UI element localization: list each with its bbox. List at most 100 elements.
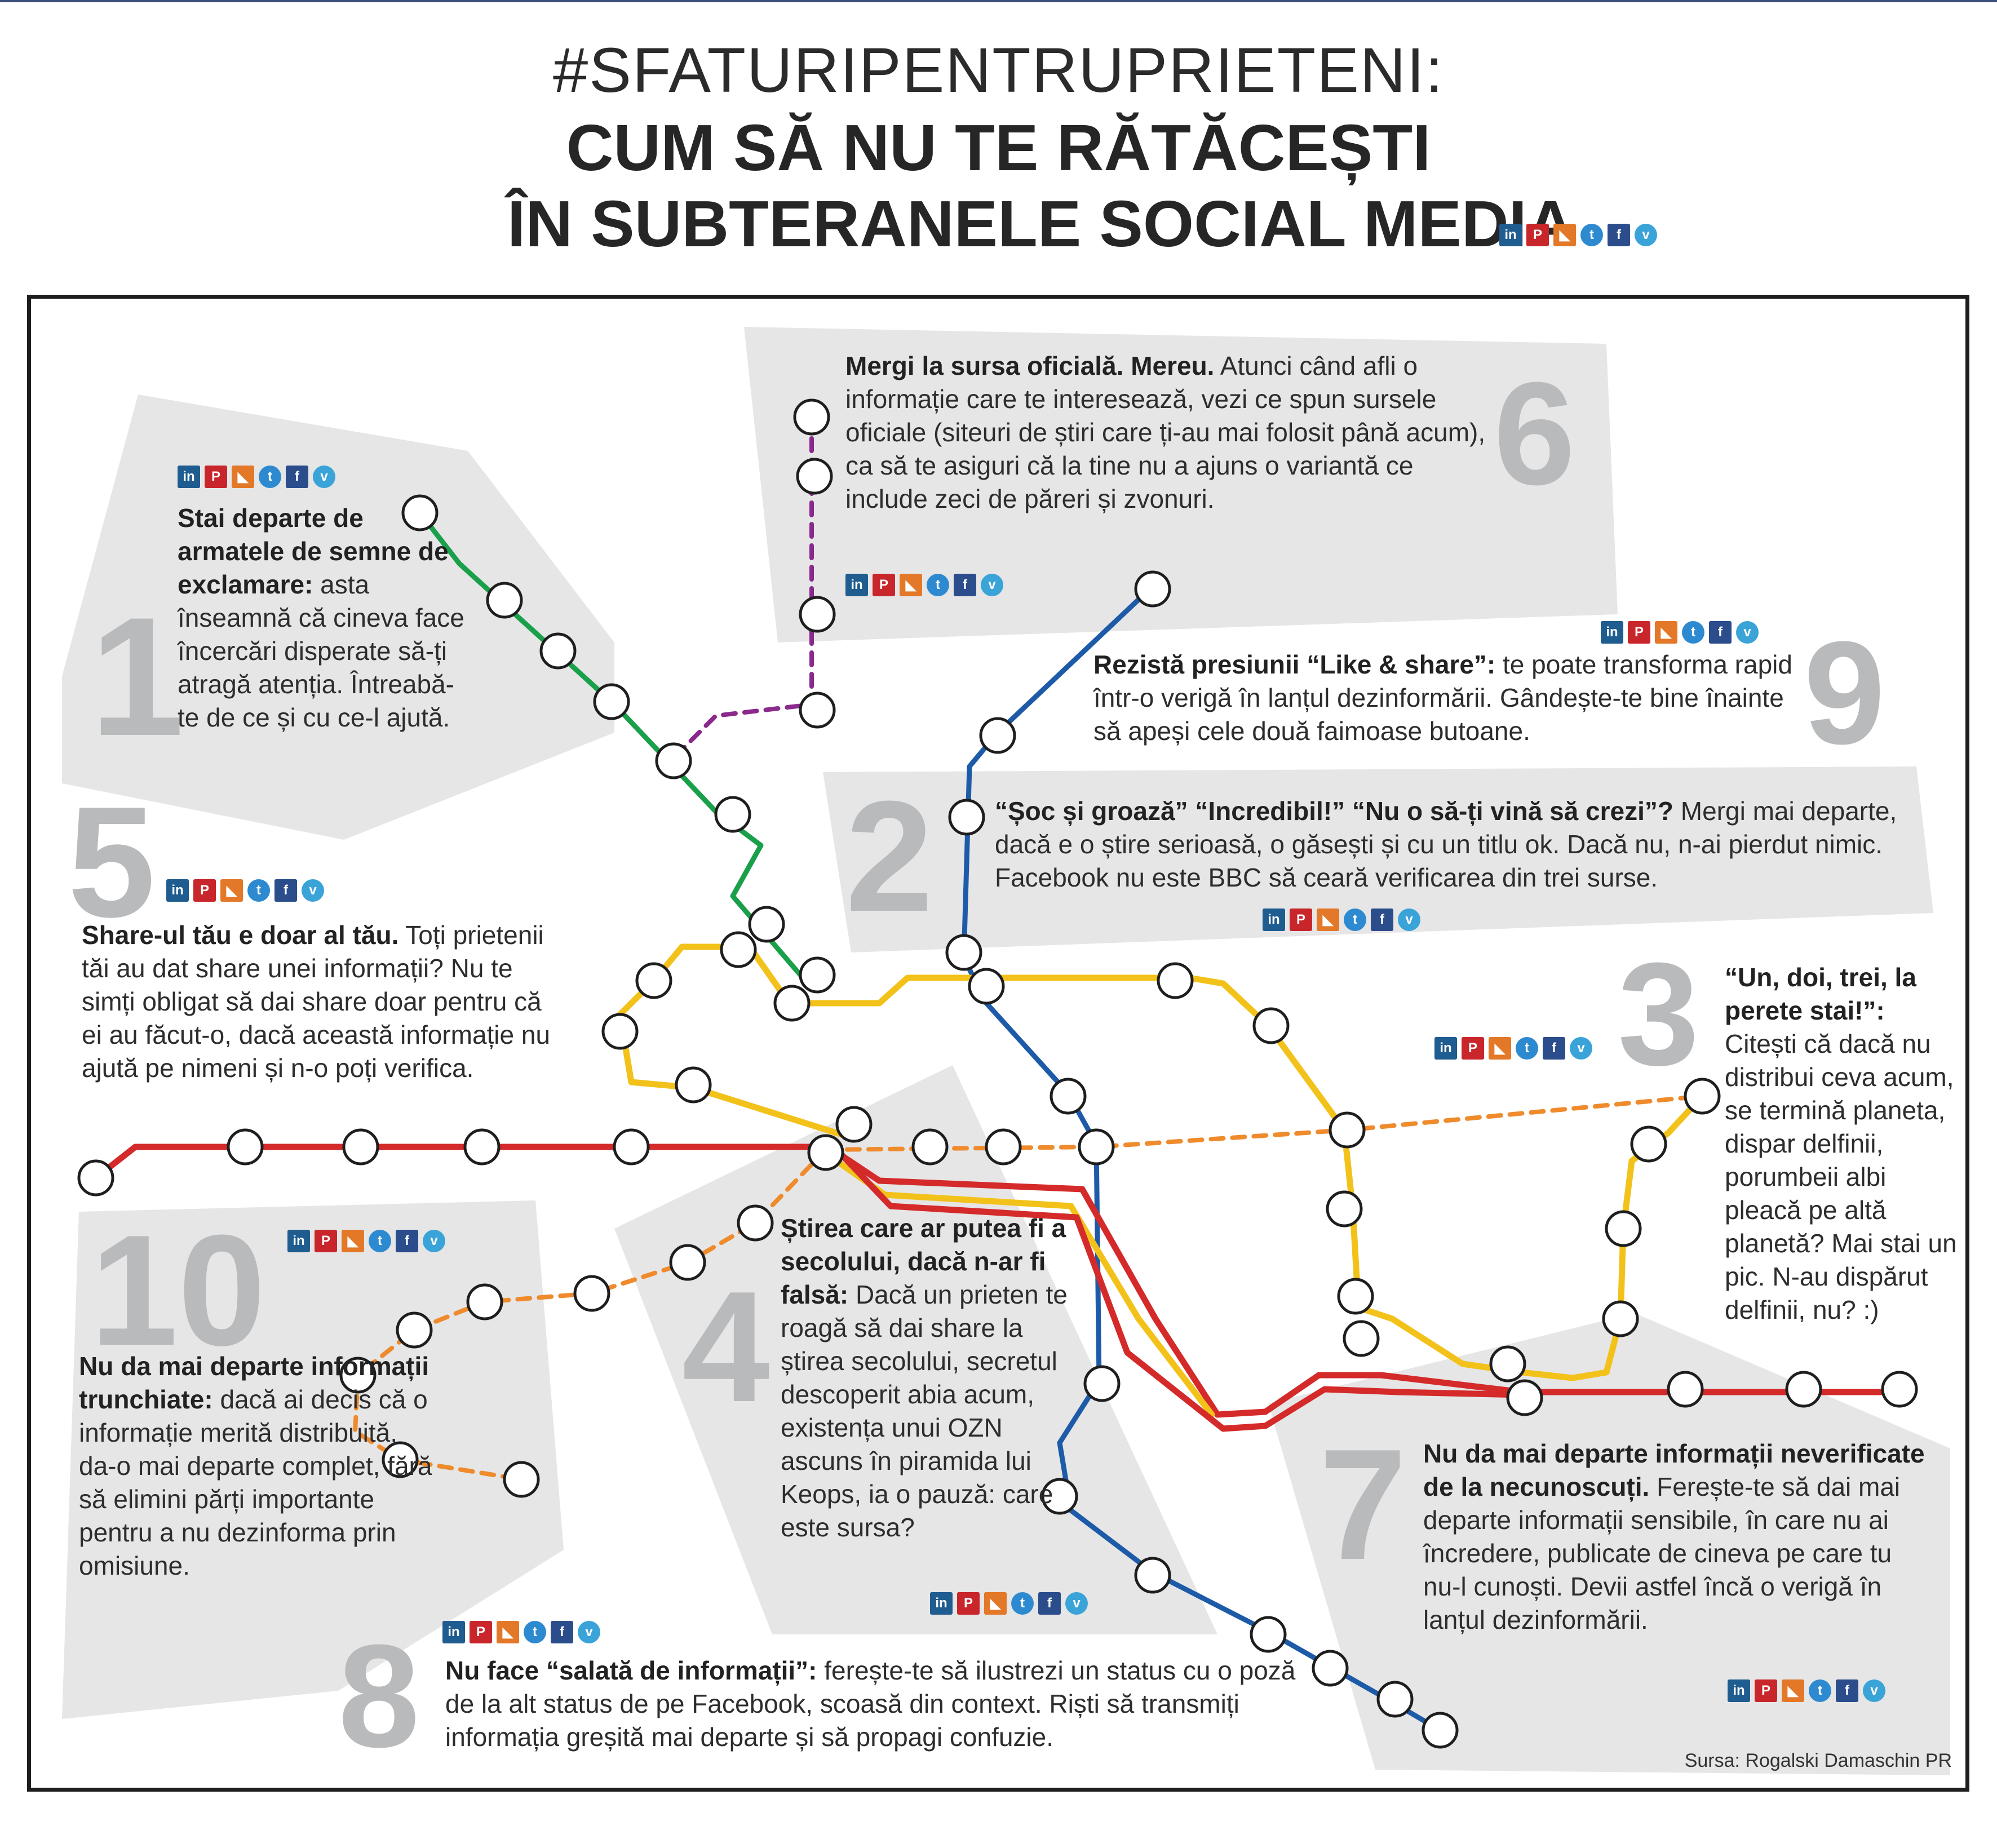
linkedin-icon[interactable]: in xyxy=(287,1230,310,1252)
linkedin-icon[interactable]: in xyxy=(1434,1037,1457,1060)
pinterest-icon[interactable]: P xyxy=(1290,909,1312,931)
tip-8-social-icons: in P ◣ t f v xyxy=(442,1621,600,1643)
facebook-icon[interactable]: f xyxy=(954,574,976,596)
facebook-icon[interactable]: f xyxy=(551,1621,573,1643)
pinterest-icon[interactable]: P xyxy=(1462,1037,1484,1060)
station xyxy=(463,1128,501,1165)
station xyxy=(1667,1371,1704,1408)
twitter-icon[interactable]: t xyxy=(1682,621,1704,644)
tip-1-social-icons: in P ◣ t f v xyxy=(178,466,335,488)
twitter-icon[interactable]: t xyxy=(1344,909,1366,931)
linkedin-icon[interactable]: in xyxy=(1601,621,1623,644)
rss-icon[interactable]: ◣ xyxy=(220,879,243,902)
linkedin-icon[interactable]: in xyxy=(1263,909,1285,931)
linkedin-icon[interactable]: in xyxy=(1728,1679,1750,1702)
tip-7-body: Ferește-te să dai mai departe informații… xyxy=(1423,1472,1901,1634)
facebook-icon[interactable]: f xyxy=(1543,1037,1565,1060)
twitter-icon[interactable]: t xyxy=(927,574,949,596)
vimeo-icon[interactable]: v xyxy=(1863,1679,1885,1702)
station xyxy=(1376,1681,1414,1718)
pinterest-icon[interactable]: P xyxy=(315,1230,337,1252)
vimeo-icon[interactable]: v xyxy=(981,574,1003,596)
linkedin-icon[interactable]: in xyxy=(442,1621,465,1643)
rss-icon[interactable]: ◣ xyxy=(1317,909,1339,931)
pinterest-icon[interactable]: P xyxy=(873,574,895,596)
twitter-icon[interactable]: t xyxy=(1580,224,1603,246)
station xyxy=(396,1311,433,1349)
tip-number-5: 5 xyxy=(68,774,156,950)
station xyxy=(1881,1371,1918,1408)
rss-icon[interactable]: ◣ xyxy=(1782,1679,1804,1702)
pinterest-icon[interactable]: P xyxy=(957,1592,980,1615)
linkedin-icon[interactable]: in xyxy=(166,879,189,902)
rss-icon[interactable]: ◣ xyxy=(342,1230,364,1252)
station xyxy=(945,934,982,971)
pinterest-icon[interactable]: P xyxy=(1628,621,1650,644)
facebook-icon[interactable]: f xyxy=(274,879,297,902)
tip-5-heading: Share-ul tău e doar al tău. xyxy=(82,920,399,950)
tip-8-heading: Nu face “salată de informații”: xyxy=(445,1656,817,1685)
station xyxy=(1134,570,1171,608)
panel-6 xyxy=(744,327,1618,642)
station xyxy=(1157,962,1194,999)
station xyxy=(635,962,672,999)
facebook-icon[interactable]: f xyxy=(1038,1592,1061,1615)
station xyxy=(748,906,785,943)
pinterest-icon[interactable]: P xyxy=(1526,224,1549,246)
facebook-icon[interactable]: f xyxy=(396,1230,418,1252)
linkedin-icon[interactable]: in xyxy=(930,1592,953,1615)
facebook-icon[interactable]: f xyxy=(1371,909,1393,931)
twitter-icon[interactable]: t xyxy=(524,1621,546,1643)
twitter-icon[interactable]: t xyxy=(1011,1592,1034,1615)
station xyxy=(539,632,577,670)
facebook-icon[interactable]: f xyxy=(1836,1679,1858,1702)
linkedin-icon[interactable]: in xyxy=(845,574,868,596)
vimeo-icon[interactable]: v xyxy=(302,879,324,902)
vimeo-icon[interactable]: v xyxy=(313,466,335,488)
pinterest-icon[interactable]: P xyxy=(193,879,216,902)
twitter-icon[interactable]: t xyxy=(369,1230,391,1252)
pinterest-icon[interactable]: P xyxy=(1755,1679,1777,1702)
rss-icon[interactable]: ◣ xyxy=(1489,1037,1511,1060)
linkedin-icon[interactable]: in xyxy=(1499,224,1522,246)
title-line-1: CUM SĂ NU TE RĂTĂCEȘTI xyxy=(566,111,1431,184)
facebook-icon[interactable]: f xyxy=(1608,224,1630,246)
tip-9-body: te poate transforma rapid într-o verigă … xyxy=(1093,650,1792,746)
tip-number-7: 7 xyxy=(1319,1417,1407,1593)
vimeo-icon[interactable]: v xyxy=(1398,909,1420,931)
twitter-icon[interactable]: t xyxy=(247,879,270,902)
vimeo-icon[interactable]: v xyxy=(1635,224,1657,246)
linkedin-icon[interactable]: in xyxy=(178,466,200,488)
tip-9-heading: Rezistă presiunii “Like & share”: xyxy=(1093,650,1496,679)
station xyxy=(737,1204,774,1242)
station xyxy=(1312,1650,1349,1687)
station xyxy=(1329,1111,1366,1149)
facebook-icon[interactable]: f xyxy=(1709,621,1732,644)
rss-icon[interactable]: ◣ xyxy=(232,466,254,488)
pinterest-icon[interactable]: P xyxy=(205,466,227,488)
station xyxy=(655,742,692,779)
vimeo-icon[interactable]: v xyxy=(1736,621,1759,644)
rss-icon[interactable]: ◣ xyxy=(1655,621,1677,644)
twitter-icon[interactable]: t xyxy=(259,466,281,488)
tip-4-social-icons: in P ◣ t f v xyxy=(930,1592,1088,1615)
facebook-icon[interactable]: f xyxy=(286,466,308,488)
twitter-icon[interactable]: t xyxy=(1809,1679,1831,1702)
rss-icon[interactable]: ◣ xyxy=(900,574,922,596)
red-line-lower xyxy=(831,1144,1525,1432)
map-frame xyxy=(27,295,1969,1792)
twitter-icon[interactable]: t xyxy=(1516,1037,1538,1060)
tip-number-6: 6 xyxy=(1494,352,1575,516)
station xyxy=(401,494,439,531)
rss-icon[interactable]: ◣ xyxy=(1553,224,1576,246)
rss-icon[interactable]: ◣ xyxy=(984,1592,1007,1615)
vimeo-icon[interactable]: v xyxy=(578,1621,600,1643)
vimeo-icon[interactable]: v xyxy=(1570,1037,1592,1060)
rss-icon[interactable]: ◣ xyxy=(497,1621,519,1643)
vimeo-icon[interactable]: v xyxy=(1065,1592,1088,1615)
vimeo-icon[interactable]: v xyxy=(423,1230,445,1252)
station xyxy=(773,985,811,1022)
tip-10-heading: Nu da mai departe informații trunchiate: xyxy=(79,1351,429,1414)
pinterest-icon[interactable]: P xyxy=(470,1621,492,1643)
